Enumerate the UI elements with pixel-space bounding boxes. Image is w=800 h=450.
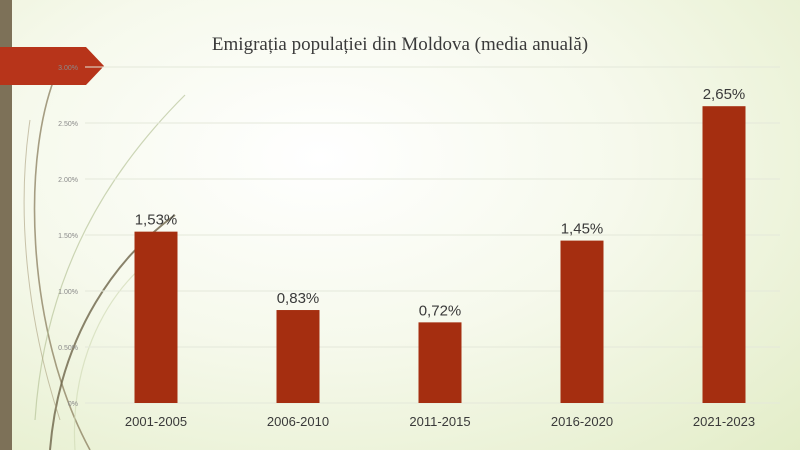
data-label: 1,53% bbox=[135, 212, 178, 229]
x-tick-label: 2021-2023 bbox=[693, 414, 755, 429]
bar-2021-2023 bbox=[702, 106, 746, 403]
left-accent-bar bbox=[0, 0, 12, 450]
y-tick-label: 0% bbox=[68, 401, 78, 408]
data-label: 2,65% bbox=[703, 86, 746, 103]
y-tick-label: 1.00% bbox=[58, 289, 78, 296]
x-tick-label: 2001-2005 bbox=[125, 414, 187, 429]
bar-2001-2005 bbox=[134, 231, 178, 403]
data-label: 0,83% bbox=[277, 290, 320, 307]
title-accent-arrow bbox=[0, 47, 104, 85]
data-label: 1,45% bbox=[561, 221, 604, 238]
chart-title: Emigrația populației din Moldova (media … bbox=[211, 34, 589, 55]
x-tick-label: 2016-2020 bbox=[551, 414, 613, 429]
y-tick-label: 1.50% bbox=[58, 233, 78, 240]
x-tick-label: 2011-2015 bbox=[409, 414, 470, 429]
y-tick-label: 0.50% bbox=[58, 345, 78, 352]
bar-2016-2020 bbox=[560, 240, 604, 403]
y-tick-label: 2.00% bbox=[58, 177, 78, 184]
y-tick-label: 2.50% bbox=[58, 121, 78, 128]
decorative-curves bbox=[23, 64, 186, 450]
bar-2011-2015 bbox=[418, 322, 462, 403]
bar-2006-2010 bbox=[276, 310, 320, 403]
y-tick-label: 3.00% bbox=[58, 65, 78, 72]
data-label: 0,72% bbox=[419, 302, 462, 319]
x-tick-label: 2006-2010 bbox=[267, 414, 329, 429]
